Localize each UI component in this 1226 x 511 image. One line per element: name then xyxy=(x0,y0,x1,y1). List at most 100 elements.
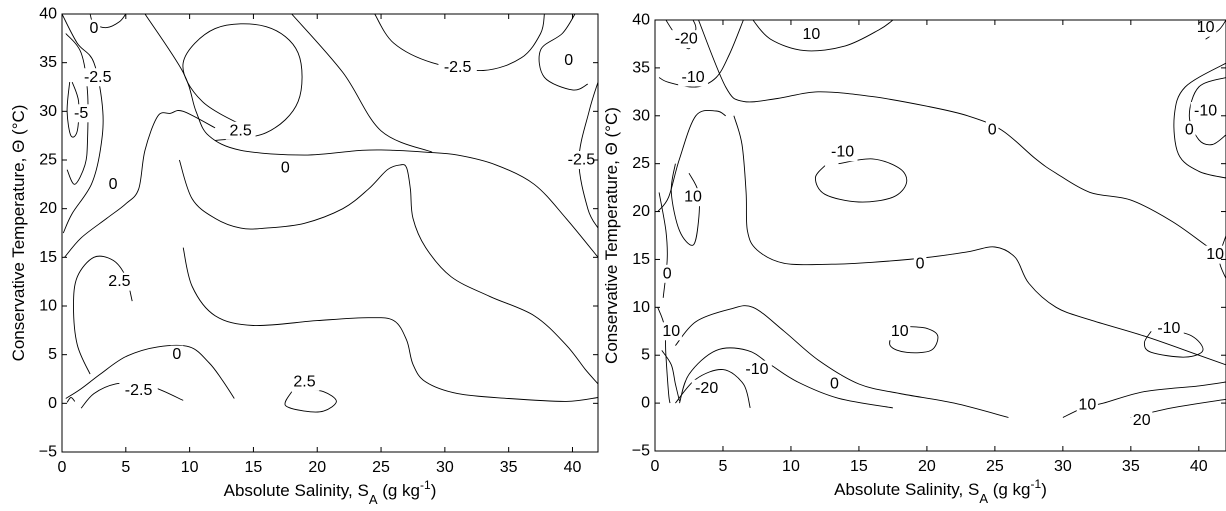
contour-line xyxy=(66,81,80,138)
y-tick-label: −5 xyxy=(39,444,57,461)
contour-line xyxy=(665,20,697,50)
contour-label: 0 xyxy=(172,346,181,363)
y-tick-label: 25 xyxy=(632,155,650,172)
x-tick-label: 15 xyxy=(850,458,868,475)
x-tick-label: 30 xyxy=(436,459,454,476)
contour-line xyxy=(62,14,104,234)
contour-line xyxy=(814,158,908,203)
contour-line xyxy=(1143,327,1204,358)
contour-label-background xyxy=(678,68,708,87)
contour-label: -20 xyxy=(675,31,698,48)
x-tick-label: 5 xyxy=(121,459,130,476)
x-tick-label: 20 xyxy=(918,458,936,475)
contour-label-background xyxy=(985,121,999,140)
contour-label-background xyxy=(827,143,858,162)
y-tick-label: 15 xyxy=(39,249,57,266)
x-tick-label: 0 xyxy=(58,459,67,476)
contour-label-background xyxy=(78,68,117,87)
contour-label: 10 xyxy=(1197,19,1215,36)
contour-label: 0 xyxy=(663,265,672,282)
contour-label: -10 xyxy=(1194,102,1217,119)
plot-frame xyxy=(654,19,1226,452)
contour-line xyxy=(65,344,235,399)
x-tick-label: 5 xyxy=(719,458,728,475)
contour-label: 10 xyxy=(662,323,680,340)
y-tick-label: 40 xyxy=(39,6,57,23)
contour-line xyxy=(182,23,303,141)
plot-frame xyxy=(61,13,599,453)
x-tick-label: 10 xyxy=(782,458,800,475)
y-axis-label: Conservative Temperature, Θ (°C) xyxy=(9,105,28,362)
x-tick-label: 0 xyxy=(651,458,660,475)
contour-label-background xyxy=(1131,411,1153,430)
contour-label: 10 xyxy=(891,323,909,340)
y-tick-label: 5 xyxy=(48,346,57,363)
contour-line xyxy=(675,369,751,409)
contour-label: -2.5 xyxy=(84,69,112,86)
contour-label: -10 xyxy=(831,144,854,161)
contour-line xyxy=(64,110,216,258)
x-tick-label: 15 xyxy=(245,459,263,476)
contour-label-background xyxy=(562,151,601,169)
left-contour-panel: 0 -2.5 -5 2.5 -2.5 0 -2.5 0 0 2.5 0 -2.5 2.5 0 5 10 15 20… xyxy=(9,6,601,507)
contour-label: 2.5 xyxy=(293,373,315,390)
contour-line xyxy=(698,20,1226,260)
contour-label-background xyxy=(671,30,702,49)
contour-label-background xyxy=(438,58,477,77)
y-tick-label: 20 xyxy=(632,203,650,220)
y-tick-label: 10 xyxy=(39,298,57,315)
contour-line xyxy=(374,14,545,72)
x-tick-label: 35 xyxy=(500,459,518,476)
contour-label-background xyxy=(119,381,158,400)
x-tick-label: 40 xyxy=(564,459,582,476)
y-tick-label: 0 xyxy=(641,395,650,412)
contour-label-background xyxy=(800,25,822,44)
contour-label-background xyxy=(225,121,256,140)
contour-label: -10 xyxy=(682,69,705,86)
contour-line xyxy=(65,33,89,185)
x-tick-label: 10 xyxy=(181,459,199,476)
contour-label: 0 xyxy=(89,20,98,37)
contour-label: 10 xyxy=(1206,246,1224,263)
y-tick-label: 0 xyxy=(48,395,57,412)
contour-label: 10 xyxy=(1078,397,1096,414)
contour-label-background xyxy=(1182,121,1196,140)
contour-label: 2.5 xyxy=(230,122,252,139)
contour-label-background xyxy=(889,322,911,341)
contour-label-background xyxy=(70,104,92,123)
y-tick-label: −5 xyxy=(632,443,650,460)
contour-line xyxy=(1205,20,1226,40)
contour-label: -20 xyxy=(695,380,718,397)
y-tick-label: 30 xyxy=(39,103,57,120)
contour-label-background xyxy=(660,322,682,341)
contour-label: -2.5 xyxy=(568,152,596,169)
contour-label: 10 xyxy=(802,26,820,43)
x-axis-label: Absolute Salinity, SA (g kg-1) xyxy=(834,477,1047,506)
contour-label: 0 xyxy=(1185,122,1194,139)
contour-label: 0 xyxy=(916,256,925,273)
contour-label: 0 xyxy=(281,159,290,176)
y-tick-label: 35 xyxy=(39,54,57,71)
contour-label: 0 xyxy=(564,52,573,69)
contour-line xyxy=(538,14,589,91)
contour-label-background xyxy=(913,255,927,274)
contour-label-background xyxy=(742,360,772,379)
contour-label-background xyxy=(170,345,184,364)
contour-line xyxy=(291,14,433,153)
x-tick-label: 40 xyxy=(1190,458,1208,475)
contour-label: -5 xyxy=(74,105,88,122)
y-tick-label: 40 xyxy=(632,12,650,29)
contour-label: -2.5 xyxy=(444,59,472,76)
contour-label: 0 xyxy=(830,375,839,392)
contour-line xyxy=(1173,62,1226,179)
contour-label-background xyxy=(87,19,101,38)
contour-line xyxy=(657,109,726,212)
contour-lines xyxy=(62,14,598,413)
contour-label-background xyxy=(104,272,135,291)
y-tick-label: 30 xyxy=(632,107,650,124)
contour-label-background xyxy=(106,175,120,194)
contour-line xyxy=(679,347,893,409)
contour-label-background xyxy=(691,379,722,398)
contour-lines xyxy=(657,20,1226,418)
contour-label-background xyxy=(562,51,575,70)
